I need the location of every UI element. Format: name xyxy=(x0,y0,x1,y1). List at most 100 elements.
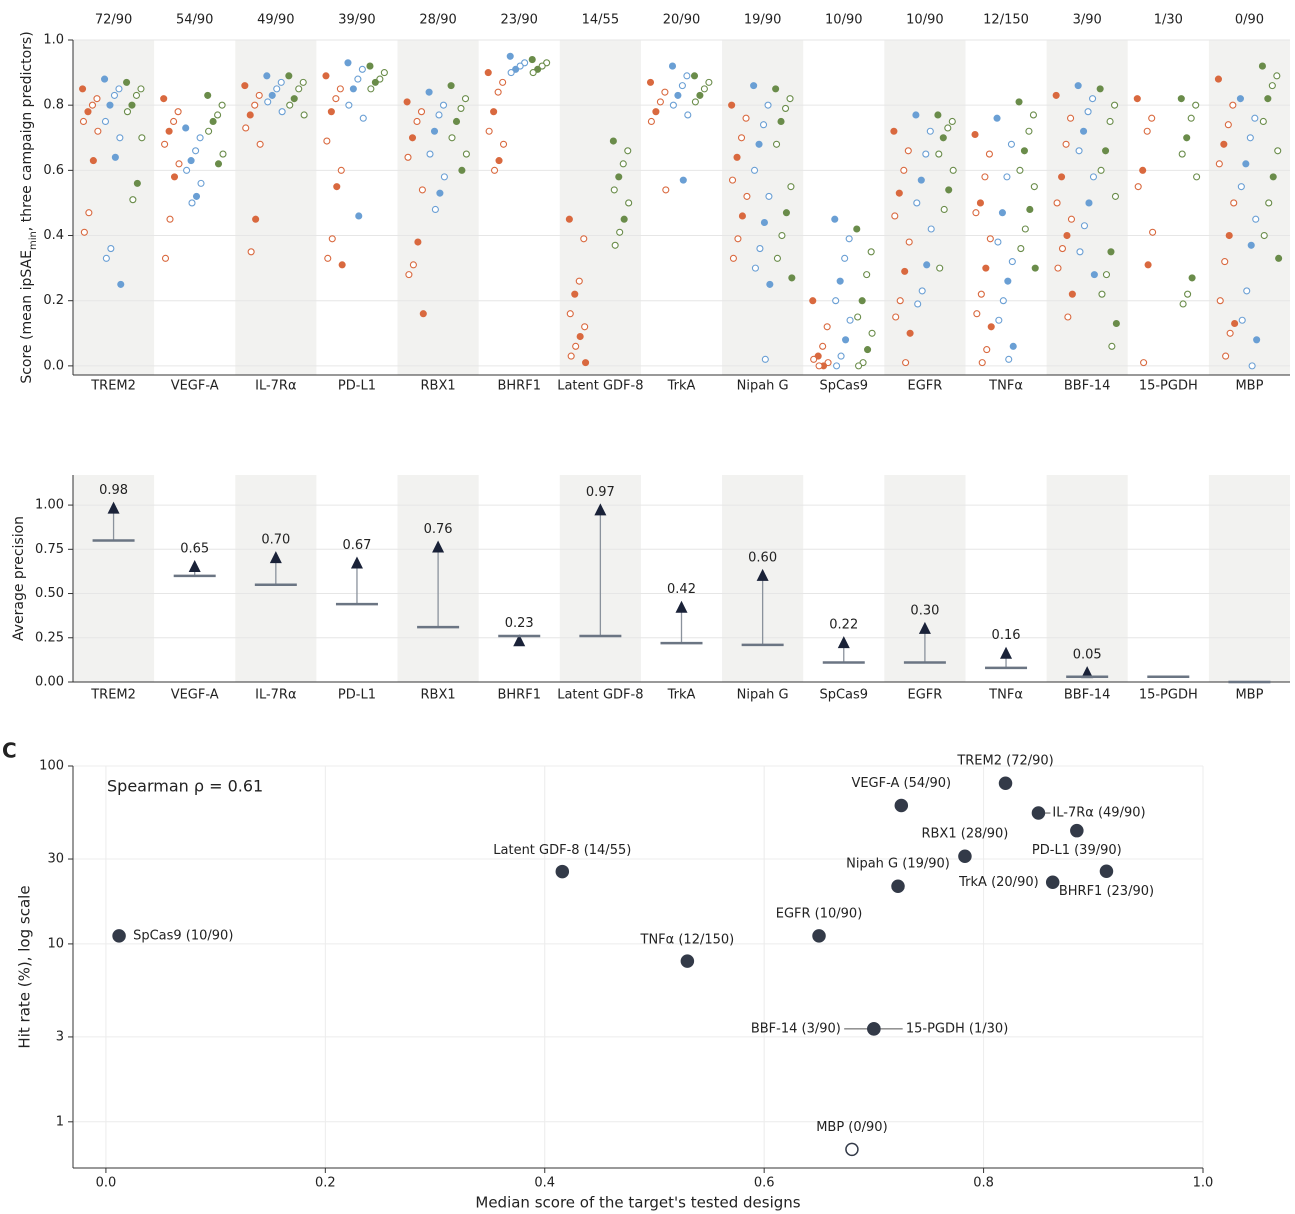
y-tick-label: 0.4 xyxy=(43,228,64,243)
score-point xyxy=(1242,160,1250,168)
score-point xyxy=(652,108,660,116)
band-shade xyxy=(1208,40,1290,375)
score-point xyxy=(414,238,422,246)
score-point xyxy=(461,95,470,103)
score-point xyxy=(102,254,110,262)
score-point xyxy=(1229,101,1237,109)
precision-marker xyxy=(837,636,850,649)
score-point xyxy=(79,85,87,93)
score-point xyxy=(662,186,670,194)
band-shade xyxy=(1046,40,1128,375)
score-point xyxy=(831,215,839,223)
score-point xyxy=(1246,134,1254,142)
score-point xyxy=(823,323,831,331)
score-point xyxy=(751,264,759,272)
y-tick-label: 100 xyxy=(39,759,64,774)
score-point xyxy=(494,88,502,96)
value-label: 0.97 xyxy=(586,485,615,500)
value-label: 0.05 xyxy=(1073,648,1102,663)
score-point xyxy=(408,134,417,142)
score-point xyxy=(1067,114,1075,122)
score-point xyxy=(945,186,953,194)
precision-marker xyxy=(1081,666,1094,679)
score-point xyxy=(252,215,260,223)
score-point xyxy=(409,261,417,269)
score-point xyxy=(323,137,331,145)
score-point xyxy=(1192,101,1200,109)
score-point xyxy=(1178,150,1186,158)
score-point xyxy=(187,157,195,165)
precision-marker xyxy=(350,556,363,569)
score-point xyxy=(750,82,758,90)
scatter-point xyxy=(891,879,905,893)
score-point xyxy=(286,101,294,109)
score-point xyxy=(290,95,298,103)
score-point xyxy=(1085,199,1093,207)
score-point xyxy=(668,62,677,70)
precision-marker xyxy=(432,540,445,553)
score-point xyxy=(922,150,930,158)
score-point xyxy=(1102,271,1111,279)
score-point xyxy=(624,147,632,155)
score-point xyxy=(728,101,736,109)
score-point xyxy=(273,85,281,93)
score-point xyxy=(1096,85,1104,93)
scatter-point xyxy=(112,929,126,943)
hit-label: 10/90 xyxy=(825,13,862,28)
score-point xyxy=(1031,264,1039,272)
hit-label: 19/90 xyxy=(744,13,781,28)
score-point xyxy=(1273,72,1281,80)
score-point xyxy=(582,359,590,367)
score-point xyxy=(949,166,957,174)
x-tick-label: SpCas9 xyxy=(819,379,868,394)
score-point xyxy=(772,140,781,148)
score-point xyxy=(1068,290,1076,298)
value-label: 0.60 xyxy=(748,550,777,565)
scatter-point xyxy=(680,954,695,968)
score-point xyxy=(679,176,687,184)
score-point xyxy=(1020,147,1028,155)
score-point xyxy=(1248,362,1256,370)
score-point xyxy=(430,127,439,135)
score-point xyxy=(336,85,344,93)
score-point xyxy=(995,316,1003,324)
x-tick-label: 0.4 xyxy=(534,1176,555,1191)
point-label: PD-L1 (39/90) xyxy=(1032,843,1122,858)
score-point xyxy=(101,75,109,83)
score-point xyxy=(1177,95,1185,103)
score-point xyxy=(107,245,115,253)
score-point xyxy=(1076,248,1084,256)
x-tick-label: MBP xyxy=(1235,379,1263,394)
score-point xyxy=(773,254,781,262)
score-point xyxy=(435,111,443,119)
x-tick-label: 0.6 xyxy=(754,1176,775,1191)
score-point xyxy=(1139,166,1147,174)
hit-label: 72/90 xyxy=(95,13,132,28)
score-point xyxy=(1015,98,1023,106)
score-point xyxy=(299,78,307,86)
score-point xyxy=(345,101,353,109)
score-point xyxy=(615,173,623,181)
point-label: Nipah G (19/90) xyxy=(846,857,950,872)
score-point xyxy=(499,140,508,148)
score-point xyxy=(845,235,853,243)
score-point xyxy=(696,91,704,99)
score-point xyxy=(367,85,375,93)
score-point xyxy=(1179,300,1187,308)
band-shade xyxy=(722,40,804,375)
score-point xyxy=(106,101,114,109)
score-point xyxy=(906,329,914,337)
x-tick-label: 15-PGDH xyxy=(1139,379,1198,394)
score-point xyxy=(700,85,708,93)
score-point xyxy=(197,179,205,187)
point-label: IL-7Rα (49/90) xyxy=(1052,806,1145,821)
y-tick-label: 30 xyxy=(47,852,64,867)
point-label: SpCas9 (10/90) xyxy=(133,928,233,943)
score-point xyxy=(905,238,913,246)
band-shade xyxy=(1046,475,1128,682)
score-point xyxy=(529,69,537,77)
y-axis-label-part: min xyxy=(28,231,39,250)
score-point xyxy=(902,359,910,367)
score-point xyxy=(1220,140,1228,148)
